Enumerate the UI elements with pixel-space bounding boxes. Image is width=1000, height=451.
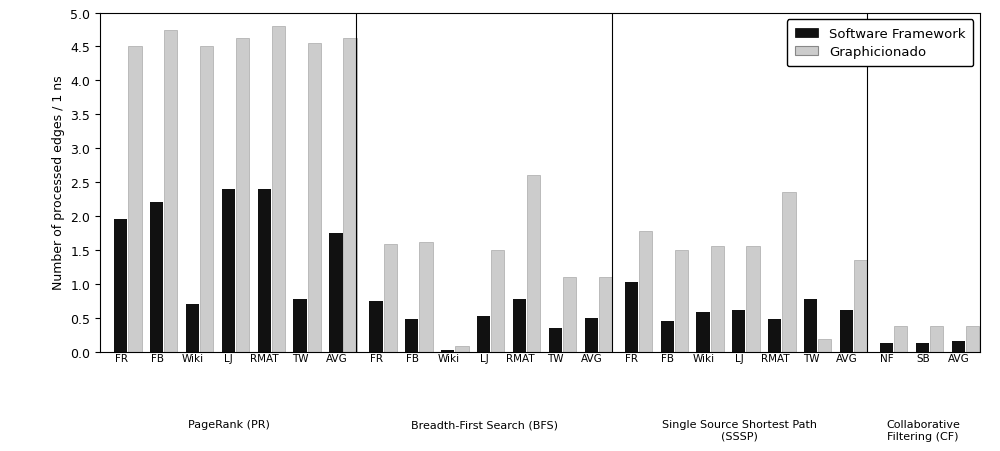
Bar: [477, 317, 490, 352]
Bar: [916, 344, 929, 352]
Bar: [164, 30, 177, 352]
Bar: [880, 344, 893, 352]
Bar: [840, 310, 853, 352]
Bar: [513, 299, 526, 352]
Bar: [293, 299, 307, 352]
Bar: [258, 189, 271, 352]
Bar: [491, 250, 504, 352]
Text: Collaborative
Filtering (CF): Collaborative Filtering (CF): [886, 419, 960, 441]
Bar: [782, 193, 796, 352]
Bar: [384, 245, 397, 352]
Bar: [329, 234, 343, 352]
Bar: [369, 301, 383, 352]
Bar: [599, 277, 612, 352]
Text: Single Source Shortest Path
(SSSP): Single Source Shortest Path (SSSP): [662, 419, 817, 441]
Legend: Software Framework, Graphicionado: Software Framework, Graphicionado: [787, 20, 973, 67]
Bar: [549, 328, 562, 352]
Bar: [854, 261, 867, 352]
Bar: [186, 304, 199, 352]
Text: Breadth-First Search (BFS): Breadth-First Search (BFS): [411, 419, 558, 429]
Bar: [527, 176, 540, 352]
Bar: [661, 321, 674, 352]
Bar: [818, 340, 831, 352]
Bar: [732, 310, 745, 352]
Bar: [405, 319, 418, 352]
Bar: [308, 44, 321, 352]
Bar: [675, 250, 688, 352]
Bar: [746, 247, 760, 352]
Text: PageRank (PR): PageRank (PR): [188, 419, 270, 429]
Bar: [441, 350, 454, 352]
Bar: [804, 299, 817, 352]
Bar: [639, 231, 652, 352]
Bar: [455, 346, 469, 352]
Bar: [625, 283, 638, 352]
Bar: [768, 319, 781, 352]
Bar: [272, 27, 285, 352]
Bar: [894, 326, 907, 352]
Bar: [711, 247, 724, 352]
Bar: [236, 39, 249, 352]
Bar: [930, 326, 943, 352]
Bar: [585, 318, 598, 352]
Bar: [200, 47, 213, 352]
Y-axis label: Number of processed edges / 1 ns: Number of processed edges / 1 ns: [52, 76, 65, 290]
Bar: [222, 189, 235, 352]
Bar: [966, 326, 979, 352]
Bar: [114, 220, 127, 352]
Bar: [419, 242, 433, 352]
Bar: [952, 342, 965, 352]
Bar: [343, 39, 357, 352]
Bar: [128, 47, 142, 352]
Bar: [696, 313, 710, 352]
Bar: [563, 277, 576, 352]
Bar: [150, 203, 163, 352]
